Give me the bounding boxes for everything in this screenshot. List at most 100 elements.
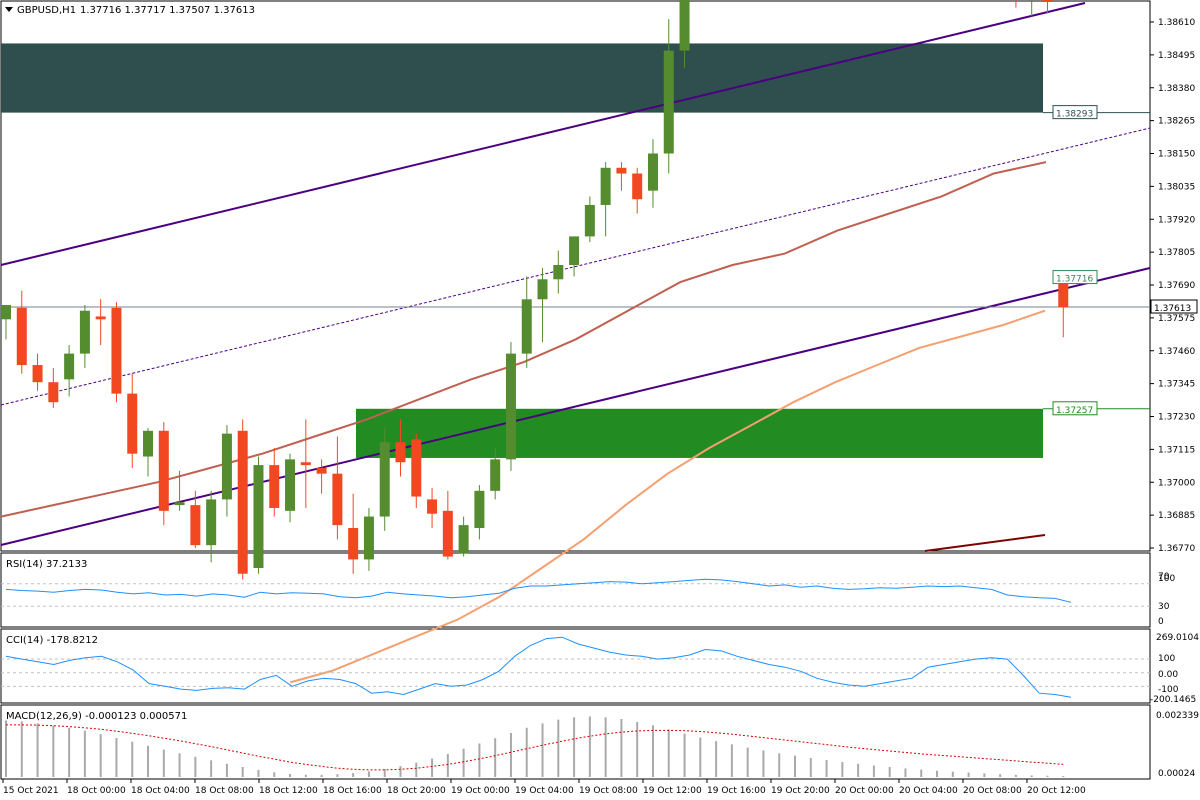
candle-bull: [379, 442, 390, 517]
price-tick-label: 1.38495: [1158, 51, 1195, 61]
price-tick-label: 1.38265: [1158, 117, 1195, 127]
candle-bear: [95, 316, 106, 320]
ohlc-readout: 1.37716 1.37717 1.37507 1.37613: [80, 5, 255, 16]
candle-bull: [1, 305, 11, 320]
candle-bull: [663, 50, 674, 154]
price-tick-label: 1.37230: [1158, 413, 1195, 423]
time-tick-label: 18 Oct 04:00: [131, 786, 190, 796]
current-price-label: 1.37613: [1154, 304, 1191, 314]
candle-bull: [206, 499, 217, 546]
price-tick-label: 1.37920: [1158, 215, 1195, 225]
level-label-1-box: [1052, 105, 1098, 120]
level-label-2: 1.37716: [1056, 275, 1093, 285]
time-tick-label: 19 Oct 08:00: [579, 786, 638, 796]
time-tick-label: 19 Oct 12:00: [643, 786, 702, 796]
macd-scale-bottom: 0.00024: [1158, 769, 1195, 779]
candle-bear: [111, 307, 122, 394]
time-tick-label: 19 Oct 16:00: [707, 786, 766, 796]
macd-layer: [5, 716, 1065, 777]
channel-mid-line: [0, 127, 1151, 406]
candle-bull: [553, 264, 564, 280]
time-tick-label: 19 Oct 20:00: [771, 786, 830, 796]
cci-scale-bottom: -200.1465: [1150, 695, 1196, 705]
ma-fast-line: [0, 161, 1047, 518]
cci-level-minus100: -100: [1158, 685, 1179, 695]
time-tick-label: 18 Oct 08:00: [195, 786, 254, 796]
price-tick-label: 1.37115: [1158, 445, 1195, 455]
supply-zone: [1, 43, 1043, 113]
candle-bear: [158, 430, 169, 511]
rsi-scale-max: 100: [1158, 574, 1175, 584]
candle-bull: [537, 279, 548, 300]
candle-bear: [237, 430, 248, 574]
candle-bear: [190, 505, 201, 546]
symbol-dropdown-icon[interactable]: [5, 7, 13, 12]
candle-bull: [521, 299, 532, 354]
candle-bear: [1058, 277, 1069, 308]
rsi-layer: [1, 578, 1150, 607]
candle-bear: [395, 442, 406, 463]
time-tick-label: 18 Oct 00:00: [67, 786, 126, 796]
candle-bull: [64, 353, 75, 380]
time-tick-label: 15 Oct 2021: [3, 786, 59, 796]
candle-bull: [647, 153, 658, 191]
rsi-level-70: 70: [1158, 572, 1170, 582]
candle-bear: [427, 499, 438, 514]
candle-bear: [442, 510, 453, 557]
candle-bear: [32, 365, 43, 383]
time-tick-label: 20 Oct 00:00: [835, 786, 894, 796]
price-tick-label: 1.37690: [1158, 281, 1195, 291]
candle-bull: [363, 516, 374, 560]
candle-bull: [679, 0, 690, 51]
candle-bear: [632, 173, 643, 200]
macd-signal-line: [6, 724, 1064, 771]
candle-bull: [569, 236, 580, 265]
time-tick-label: 19 Oct 00:00: [451, 786, 510, 796]
cci-level-0: 0.00: [1158, 670, 1178, 680]
demand-zone: [356, 408, 1043, 458]
candle-bear: [348, 527, 359, 560]
candle-bull: [174, 502, 185, 506]
cci-level-100: 100: [1158, 654, 1175, 664]
cci-line: [5, 636, 1072, 698]
candle-bear: [616, 167, 627, 174]
candle-bear: [332, 473, 343, 526]
axis-layer: 1.38610 1.38495 1.38380 1.38265 1.38150 1.380…: [2, 18, 1198, 796]
trend-line-bottom: [924, 534, 1046, 552]
candle-bull: [79, 310, 90, 354]
candle-bear: [316, 467, 327, 474]
candle-bear: [411, 439, 422, 497]
candle-bull: [584, 204, 595, 237]
macd-label: MACD(12,26,9) -0.000123 0.000571: [6, 711, 187, 722]
level-label-1: 1.38293: [1056, 110, 1093, 120]
candle-bear: [127, 393, 138, 454]
candle-bear: [48, 382, 59, 403]
price-tick-label: 1.38610: [1158, 18, 1195, 28]
time-tick-label: 20 Oct 08:00: [963, 786, 1022, 796]
price-tick-label: 1.38380: [1158, 84, 1195, 94]
price-tick-label: 1.36770: [1158, 544, 1195, 554]
time-tick-label: 18 Oct 12:00: [259, 786, 318, 796]
price-tick-label: 1.37805: [1158, 248, 1195, 258]
candle-bull: [143, 430, 154, 457]
time-tick-label: 20 Oct 04:00: [899, 786, 958, 796]
rsi-scale-min: 0: [1158, 617, 1164, 627]
ma-slow-line: [289, 309, 1046, 684]
symbol-label: GBPUSD,H1: [17, 5, 76, 16]
rsi-label: RSI(14) 37.2133: [6, 559, 87, 570]
price-tick-label: 1.37460: [1158, 347, 1195, 357]
time-tick-label: 18 Oct 20:00: [387, 786, 446, 796]
cci-pane-frame: [0, 628, 1151, 704]
time-tick-label: 20 Oct 12:00: [1027, 786, 1086, 796]
candle-bull: [474, 490, 485, 528]
cci-scale-top: 269.0104: [1156, 633, 1199, 643]
rsi-line: [5, 578, 1072, 603]
price-tick-label: 1.38035: [1158, 182, 1195, 192]
channel-upper-line: [0, 2, 1086, 266]
rsi-pane-frame: [0, 552, 1151, 628]
candle-bear: [16, 307, 27, 366]
price-layer: [0, 0, 1151, 684]
candle-bull: [600, 167, 611, 205]
